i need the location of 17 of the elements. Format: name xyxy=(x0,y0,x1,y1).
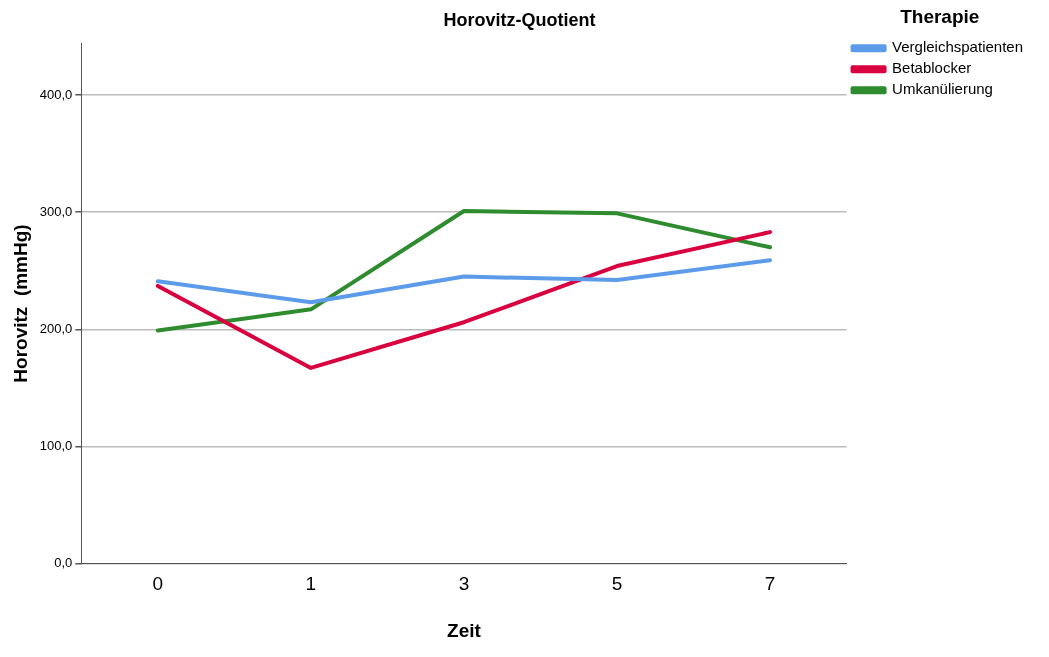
x-axis-title: Zeit xyxy=(447,619,482,641)
y-tick-label: 400,0 xyxy=(39,86,73,102)
legend-label: Umkanülierung xyxy=(892,80,993,98)
legend-label: Vergleichspatienten xyxy=(892,38,1024,56)
legend-label: Betablocker xyxy=(892,59,972,77)
x-tick-label: 0 xyxy=(152,573,164,595)
legend-title: Therapie xyxy=(900,5,980,27)
chart-title: Horovitz-Quotient xyxy=(443,9,596,30)
x-tick-label: 5 xyxy=(611,573,623,595)
y-tick-label: 100,0 xyxy=(39,437,73,453)
y-tick-label: 0,0 xyxy=(54,554,73,570)
x-tick-label: 1 xyxy=(305,573,317,595)
y-tick-label: 300,0 xyxy=(39,203,73,219)
x-tick-label: 3 xyxy=(458,573,470,595)
y-axis-title: Horovitz (mmHg) xyxy=(9,224,31,383)
x-tick-label: 7 xyxy=(764,573,776,595)
y-tick-label: 200,0 xyxy=(39,320,73,336)
